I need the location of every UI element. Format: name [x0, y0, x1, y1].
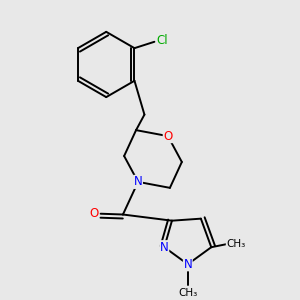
- Text: Cl: Cl: [157, 34, 168, 47]
- Text: N: N: [160, 241, 169, 254]
- Text: CH₃: CH₃: [178, 288, 197, 298]
- Text: O: O: [89, 207, 98, 220]
- Text: N: N: [134, 176, 142, 188]
- Text: N: N: [183, 258, 192, 271]
- Text: CH₃: CH₃: [226, 239, 246, 249]
- Text: O: O: [163, 130, 172, 142]
